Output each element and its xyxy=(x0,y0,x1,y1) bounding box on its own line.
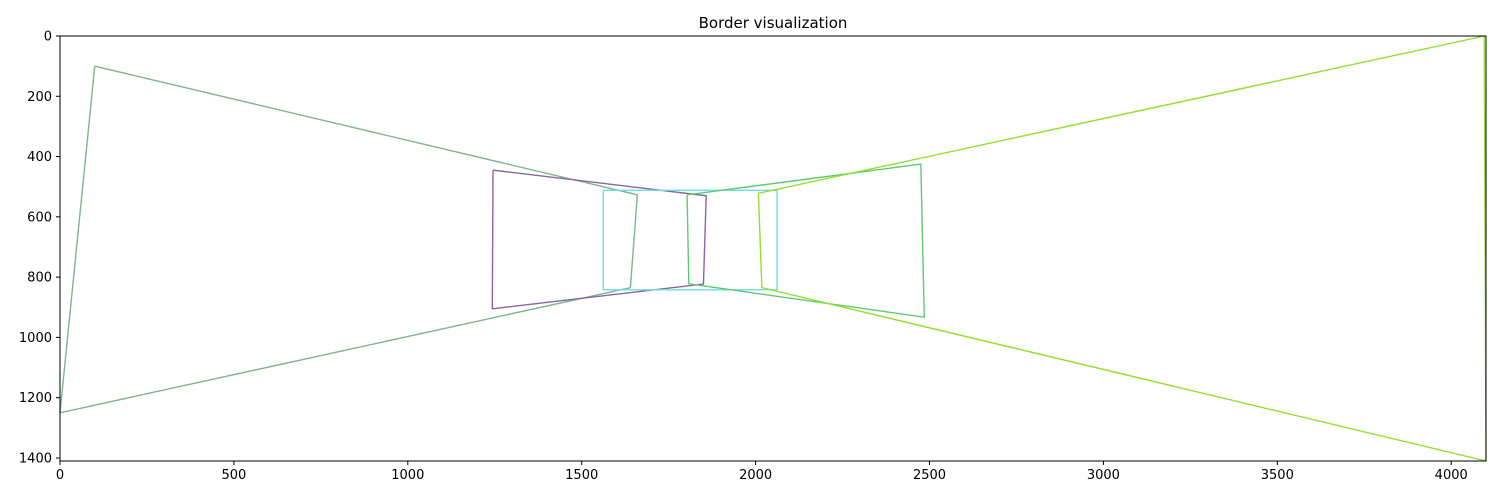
series-line-2 xyxy=(491,169,707,310)
y-axis-ticks: 0 200 400 600 800 1000 1200 1400 xyxy=(19,30,60,466)
x-axis-ticks: 0 500 1000 1500 2000 2500 3000 3500 4000 xyxy=(56,461,1468,483)
x-tick-label: 2000 xyxy=(739,468,772,483)
chart-title: Border visualization xyxy=(699,14,848,32)
x-tick-label: 3500 xyxy=(1261,468,1294,483)
y-tick-label: 400 xyxy=(27,150,52,165)
x-tick-label: 500 xyxy=(221,468,246,483)
x-tick-label: 0 xyxy=(56,468,64,483)
x-tick-label: 2500 xyxy=(913,468,946,483)
x-tick-label: 1000 xyxy=(391,468,424,483)
y-tick-label: 600 xyxy=(27,210,52,225)
x-tick-label: 3000 xyxy=(1087,468,1120,483)
plot-frame xyxy=(59,35,1487,462)
y-tick-label: 1000 xyxy=(19,331,52,346)
y-tick-label: 800 xyxy=(27,271,52,286)
y-tick-label: 0 xyxy=(44,30,52,45)
y-tick-label: 1200 xyxy=(19,391,52,406)
y-tick-label: 1400 xyxy=(19,451,52,466)
series-line-1 xyxy=(59,65,639,414)
x-tick-label: 4000 xyxy=(1435,468,1468,483)
y-tick-label: 200 xyxy=(27,90,52,105)
x-tick-label: 1500 xyxy=(565,468,598,483)
